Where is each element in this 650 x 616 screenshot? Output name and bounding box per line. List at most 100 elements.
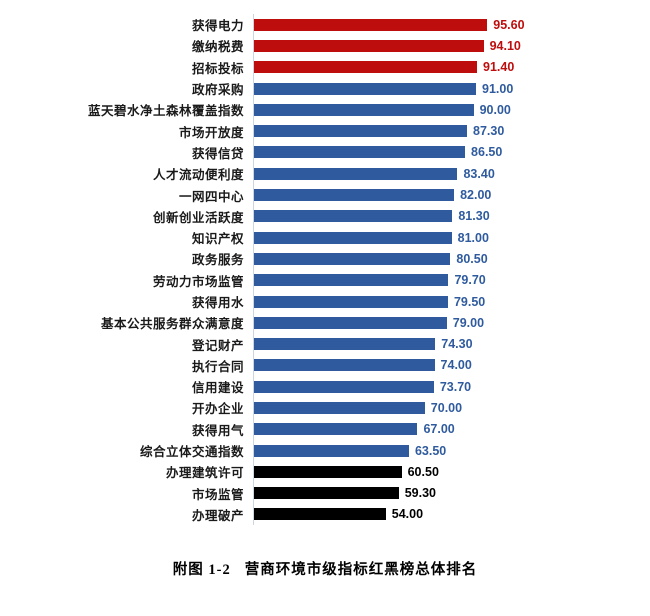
bar-track: 91.40 — [253, 56, 650, 78]
value-label: 83.40 — [463, 166, 495, 181]
bar-track: 74.30 — [253, 333, 650, 355]
bar — [254, 423, 418, 436]
bar — [254, 103, 474, 116]
bar-row: 一网四中心 82.00 — [0, 184, 650, 206]
bar-row: 招标投标 91.40 — [0, 56, 650, 78]
bar — [254, 487, 399, 500]
value-label: 54.00 — [391, 507, 424, 522]
category-label: 办理建筑许可 — [165, 466, 244, 481]
bar — [254, 359, 435, 372]
category-label: 获得用水 — [191, 296, 244, 310]
bar — [254, 316, 447, 329]
category-label: 办理破产 — [191, 508, 244, 523]
category-label: 创新创业活跃度 — [152, 210, 244, 225]
bar — [254, 39, 484, 52]
category-label: 市场开放度 — [178, 125, 244, 140]
bar — [254, 82, 477, 95]
category-label: 蓝天碧水净土森林覆盖指数 — [87, 104, 244, 119]
value-label: 70.00 — [430, 400, 463, 415]
value-label: 74.30 — [441, 337, 473, 352]
bar-row: 执行合同 74.00 — [0, 354, 650, 377]
bar-track: 83.40 — [253, 163, 650, 185]
bar — [254, 401, 425, 414]
bar-track: 60.50 — [253, 461, 650, 483]
bar-row: 蓝天碧水净土森林覆盖指数 90.00 — [0, 99, 650, 121]
value-label: 79.70 — [454, 273, 486, 288]
bar — [254, 295, 448, 308]
value-label: 60.50 — [407, 464, 439, 479]
bar-track: 87.30 — [253, 120, 650, 142]
bar-track: 63.50 — [253, 439, 650, 462]
bar — [254, 465, 402, 478]
bar-row: 获得信贷 86.50 — [0, 141, 650, 164]
bar-track: 70.00 — [253, 397, 650, 419]
bar-row: 缴纳税费 94.10 — [0, 35, 650, 57]
category-label: 一网四中心 — [178, 189, 244, 204]
bar-row: 基本公共服务群众满意度 79.00 — [0, 312, 650, 334]
bar — [254, 274, 449, 287]
bar — [254, 508, 386, 521]
value-label: 91.40 — [483, 60, 515, 75]
category-label: 执行合同 — [191, 359, 244, 374]
bar-row: 人才流动便利度 83.40 — [0, 163, 650, 185]
category-label: 获得用气 — [191, 423, 244, 438]
bar-track: 79.70 — [253, 269, 650, 291]
bar-row: 获得电力 95.60 — [0, 14, 650, 36]
bar-track: 81.30 — [253, 205, 650, 227]
bar — [254, 189, 455, 202]
value-label: 90.00 — [479, 102, 511, 117]
bar-row: 获得用水 79.50 — [0, 290, 650, 313]
value-label: 73.70 — [439, 379, 472, 394]
value-label: 74.00 — [440, 358, 472, 373]
category-label: 基本公共服务群众满意度 — [100, 317, 244, 332]
bar-row: 获得用气 67.00 — [0, 418, 650, 440]
bar — [254, 61, 478, 74]
figure-caption-number: 附图 1-2 — [172, 562, 231, 578]
bar-track: 59.30 — [253, 482, 650, 504]
category-label: 缴纳税费 — [191, 40, 244, 55]
bar — [254, 380, 434, 393]
value-label: 59.30 — [404, 486, 436, 501]
bar — [254, 210, 453, 223]
bar — [254, 18, 488, 31]
value-label: 81.30 — [458, 209, 490, 224]
bar-row: 开办企业 70.00 — [0, 397, 650, 419]
category-label: 信用建设 — [191, 381, 244, 396]
bar — [254, 252, 451, 265]
bar — [254, 146, 466, 159]
value-label: 86.50 — [471, 145, 503, 160]
bar-row: 知识产权 81.00 — [0, 226, 650, 249]
bar-row: 办理破产 54.00 — [0, 503, 650, 526]
bar-track: 79.50 — [253, 290, 650, 313]
category-label: 市场监管 — [191, 487, 244, 502]
value-label: 82.00 — [460, 188, 492, 203]
bar-track: 67.00 — [253, 418, 650, 440]
value-label: 81.00 — [457, 230, 489, 245]
bar-track: 81.00 — [253, 226, 650, 249]
value-label: 94.10 — [489, 38, 521, 53]
bar-track: 82.00 — [253, 184, 650, 206]
category-label: 人才流动便利度 — [152, 168, 244, 183]
bar — [254, 338, 436, 351]
category-label: 政府采购 — [191, 83, 244, 98]
category-label: 综合立体交通指数 — [139, 445, 244, 460]
bar-row: 信用建设 73.70 — [0, 376, 650, 398]
value-label: 91.00 — [482, 81, 514, 96]
bar-row: 市场监管 59.30 — [0, 482, 650, 504]
bar-track: 91.00 — [253, 77, 650, 100]
bar-track: 79.00 — [253, 312, 650, 334]
bar-track: 94.10 — [253, 35, 650, 57]
bar — [254, 167, 458, 180]
bar — [254, 125, 467, 138]
bar-row: 劳动力市场监管 79.70 — [0, 269, 650, 291]
bar-track: 54.00 — [253, 503, 650, 526]
bar-row: 创新创业活跃度 81.30 — [0, 205, 650, 227]
bar-track: 86.50 — [253, 141, 650, 164]
value-label: 79.00 — [452, 315, 485, 330]
bar-row: 政务服务 80.50 — [0, 248, 650, 270]
value-label: 67.00 — [423, 422, 455, 437]
bar-row: 政府采购 91.00 — [0, 77, 650, 100]
category-label: 获得信贷 — [191, 146, 244, 161]
category-label: 开办企业 — [191, 402, 244, 417]
